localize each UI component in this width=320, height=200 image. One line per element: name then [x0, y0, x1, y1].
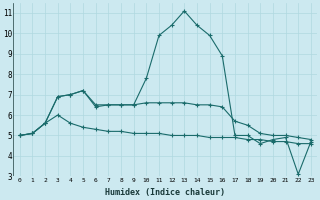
- X-axis label: Humidex (Indice chaleur): Humidex (Indice chaleur): [105, 188, 225, 197]
